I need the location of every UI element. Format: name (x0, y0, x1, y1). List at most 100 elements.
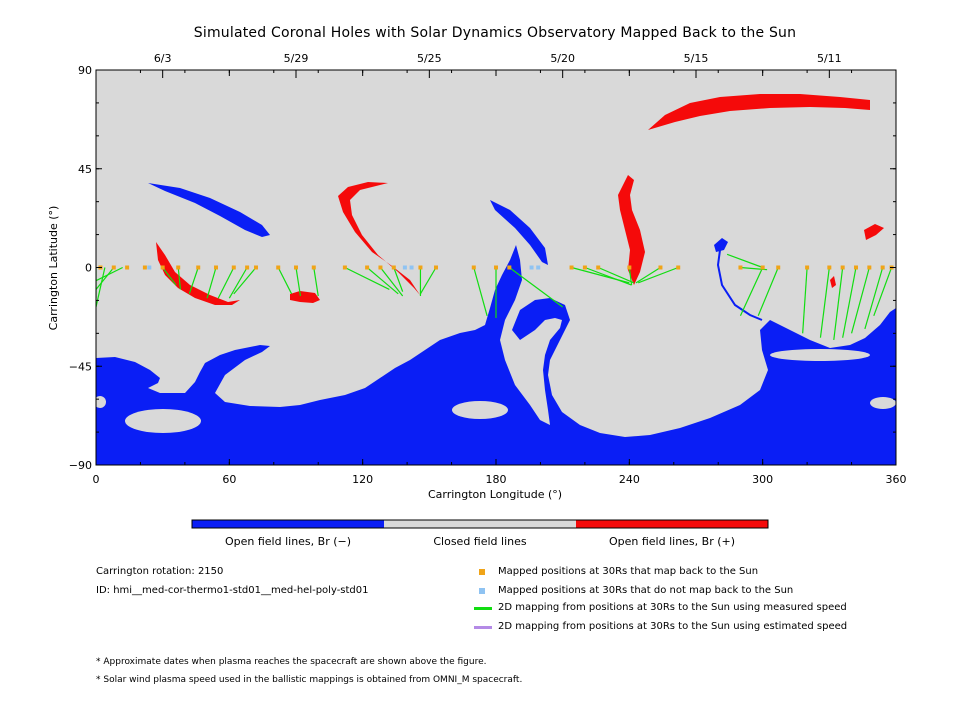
mapped-point (471, 265, 476, 270)
closed-island (452, 401, 508, 419)
closed-island (770, 349, 870, 361)
mapping-line (313, 267, 319, 297)
mapping-line (739, 267, 764, 317)
mapping-line (802, 267, 808, 334)
colorbar-frame (191, 519, 769, 529)
mapped-point (676, 265, 681, 270)
legend-label-unmapped: Mapped positions at 30Rs that do not map… (498, 585, 794, 596)
mapped-point (294, 265, 298, 270)
mapped-point (365, 265, 370, 270)
mapped-point (418, 265, 423, 270)
closed-island (125, 409, 201, 433)
mapped-point (880, 265, 885, 270)
colorbar-negative (192, 520, 384, 528)
x-tick-label: 240 (619, 473, 640, 486)
mapped-point (582, 265, 587, 270)
mapping-line (96, 267, 115, 290)
date-label: 5/11 (817, 52, 842, 65)
y-tick-label: 90 (78, 64, 92, 77)
mapped-point (760, 265, 765, 270)
mapping-line (473, 267, 488, 316)
colorbar-label-negative: Open field lines, Br (−) (225, 535, 351, 548)
y-tick-label: −45 (69, 360, 92, 373)
mapped-point (196, 265, 201, 270)
carrington-rotation: Carrington rotation: 2150 (96, 566, 224, 577)
legend-label-mapped: Mapped positions at 30Rs that map back t… (498, 566, 759, 577)
mapping-line (379, 267, 404, 297)
mapped-point (596, 265, 601, 270)
coronal-hole-positive-patch (156, 242, 240, 305)
legend-marker-unmapped (479, 588, 485, 594)
mapped-point (245, 265, 250, 270)
legend-line-measured (474, 607, 492, 610)
mapped-point (840, 265, 845, 270)
mapping-line (508, 267, 564, 308)
unmapped-point (147, 265, 152, 270)
mapped-point (254, 265, 258, 270)
date-label: 5/29 (284, 52, 309, 65)
mapped-point (854, 265, 858, 270)
mapped-point (827, 265, 832, 270)
date-label: 5/20 (550, 52, 575, 65)
mapping-line (295, 267, 302, 297)
mapped-point (176, 265, 181, 270)
unmapped-point (529, 265, 534, 270)
mapping-line (726, 253, 763, 269)
mapping-line (217, 267, 235, 299)
unmapped-point (536, 265, 541, 270)
mapped-point (160, 265, 165, 270)
mapping-line (850, 267, 870, 334)
mapping-line (96, 266, 123, 282)
model-id: ID: hmi__med-cor-thermo1-std01__med-hel-… (96, 585, 369, 596)
mapping-line (842, 267, 857, 338)
legend-label-estimated: 2D mapping from positions at 30Rs to the… (498, 621, 848, 632)
mapped-point (507, 265, 512, 270)
mapped-point (276, 265, 281, 270)
mapped-point (738, 265, 743, 270)
mapping-line (206, 267, 217, 299)
mapped-point (776, 265, 781, 270)
mapped-point (214, 265, 218, 270)
mapping-line (188, 267, 199, 295)
mapping-line (344, 266, 390, 290)
mapped-point (111, 265, 116, 270)
legend-line-estimated (474, 626, 492, 629)
mapping-line (833, 267, 844, 340)
date-label: 6/3 (154, 52, 172, 65)
y-tick-label: 0 (85, 262, 92, 275)
x-tick-label: 60 (222, 473, 236, 486)
y-axis-label: Carrington Latitude (°) (47, 206, 60, 331)
x-tick-label: 0 (93, 473, 100, 486)
date-label: 5/15 (684, 52, 709, 65)
coronal-hole-positive-arc (338, 182, 420, 295)
coronal-hole-positive-north (648, 94, 870, 130)
coronal-hole-negative-patch (714, 238, 728, 252)
mapping-line (638, 266, 679, 284)
mapped-point (434, 265, 438, 270)
date-label: 5/25 (417, 52, 442, 65)
colorbar-positive (576, 520, 768, 528)
legend-label-measured: 2D mapping from positions at 30Rs to the… (498, 602, 847, 613)
mapped-point (311, 265, 316, 270)
mapped-point (125, 265, 130, 270)
mapped-point (231, 265, 236, 270)
coronal-hole-positive-streamer (618, 175, 645, 285)
mapped-point (494, 265, 498, 270)
coronal-hole-negative-arc (490, 200, 548, 265)
colorbar-label-positive: Open field lines, Br (+) (609, 535, 735, 548)
mapping-line (628, 267, 633, 286)
mapping-line (597, 266, 635, 284)
x-tick-label: 300 (752, 473, 773, 486)
coronal-hole-negative-arc (148, 183, 270, 237)
closed-island (870, 397, 896, 409)
footnote-speed: * Solar wind plasma speed used in the ba… (96, 675, 523, 685)
mapped-point (627, 265, 632, 270)
coronal-hole-negative-south (96, 245, 896, 465)
mapped-point (867, 265, 872, 270)
colorbar: Open field lines, Br (−) Closed field li… (191, 519, 769, 548)
mapping-line (419, 267, 437, 295)
coronal-hole-positive-patch (830, 276, 836, 288)
coronal-hole-positive-patch (290, 291, 320, 303)
x-tick-label: 360 (886, 473, 907, 486)
